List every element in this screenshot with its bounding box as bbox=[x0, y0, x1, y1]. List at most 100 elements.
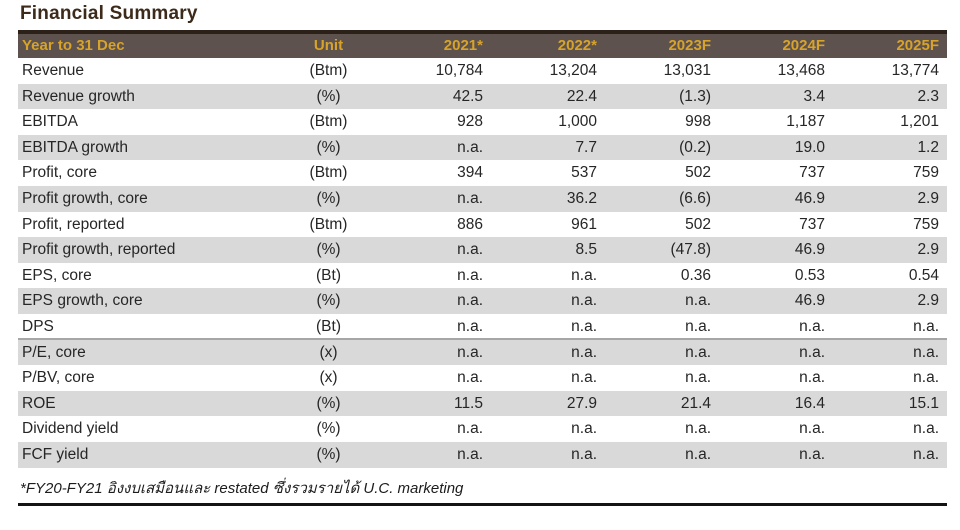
row-value: 928 bbox=[457, 113, 483, 131]
row-value: 737 bbox=[799, 164, 825, 182]
row-value: (6.6) bbox=[679, 189, 711, 207]
row-label: Profit, core bbox=[22, 164, 97, 182]
col-header-2025f: 2025F bbox=[896, 37, 939, 54]
row-value: 21.4 bbox=[680, 394, 711, 412]
row-value: 3.4 bbox=[803, 87, 825, 105]
row-value: 0.36 bbox=[680, 266, 711, 284]
table-row: EPS, core (Bt) n.a. n.a. 0.36 0.53 0.54 bbox=[18, 262, 947, 289]
row-value: n.a. bbox=[457, 266, 483, 284]
row-value: 998 bbox=[685, 113, 711, 131]
row-value: 13,468 bbox=[777, 62, 825, 79]
col-header-2022: 2022* bbox=[557, 37, 597, 54]
row-value: 2.3 bbox=[917, 87, 939, 105]
col-header-unit: Unit bbox=[313, 37, 344, 54]
row-label: Profit, reported bbox=[22, 215, 125, 233]
row-unit: (%) bbox=[316, 394, 341, 412]
row-value: 0.54 bbox=[908, 266, 939, 284]
row-unit: (%) bbox=[316, 445, 341, 463]
row-value: 42.5 bbox=[452, 87, 483, 105]
col-header-2024f: 2024F bbox=[782, 37, 825, 54]
table-row: P/BV, core (x) n.a. n.a. n.a. n.a. n.a. bbox=[18, 365, 947, 391]
row-unit: (Btm) bbox=[309, 113, 348, 131]
row-value: 759 bbox=[913, 215, 939, 233]
financial-summary-table: Year to 31 Dec Unit 2021* 2022* 2023F 20… bbox=[18, 30, 947, 506]
row-label: Dividend yield bbox=[22, 420, 119, 438]
row-value: n.a. bbox=[571, 317, 597, 335]
row-value: n.a. bbox=[913, 445, 939, 463]
table-row: EBITDA growth (%) n.a. 7.7 (0.2) 19.0 1.… bbox=[18, 134, 947, 161]
row-value: 2.9 bbox=[917, 241, 939, 259]
row-value: 1.2 bbox=[917, 138, 939, 156]
row-value: 13,204 bbox=[549, 62, 597, 79]
row-value: n.a. bbox=[457, 420, 483, 438]
row-label: Revenue growth bbox=[22, 87, 135, 105]
row-label: FCF yield bbox=[22, 445, 89, 463]
row-value: n.a. bbox=[685, 292, 711, 310]
col-header-2021: 2021* bbox=[443, 37, 483, 54]
row-value: n.a. bbox=[571, 369, 597, 387]
row-value: 13,774 bbox=[891, 62, 939, 79]
row-value: 27.9 bbox=[566, 394, 597, 412]
row-label: Revenue bbox=[22, 62, 85, 79]
row-value: n.a. bbox=[799, 445, 825, 463]
table-body: Revenue (Btm) 10,784 13,204 13,031 13,46… bbox=[18, 58, 947, 468]
row-value: (47.8) bbox=[670, 241, 712, 259]
row-value: 16.4 bbox=[794, 394, 825, 412]
row-label: EPS, core bbox=[22, 266, 92, 284]
row-label: EBITDA bbox=[22, 113, 78, 131]
row-label: Profit growth, reported bbox=[22, 241, 176, 259]
table-row: Profit, core (Btm) 394 537 502 737 759 bbox=[18, 160, 947, 186]
row-value: n.a. bbox=[799, 420, 825, 438]
row-value: n.a. bbox=[685, 420, 711, 438]
row-unit: (Bt) bbox=[316, 317, 341, 335]
row-value: 0.53 bbox=[794, 266, 825, 284]
row-value: n.a. bbox=[799, 343, 825, 361]
row-value: 1,000 bbox=[558, 113, 597, 131]
row-unit: (%) bbox=[316, 420, 341, 438]
row-value: n.a. bbox=[457, 317, 483, 335]
row-value: n.a. bbox=[913, 420, 939, 438]
row-unit: (%) bbox=[316, 189, 341, 207]
row-value: 46.9 bbox=[794, 241, 825, 259]
row-value: 737 bbox=[799, 215, 825, 233]
row-value: n.a. bbox=[457, 445, 483, 463]
row-value: n.a. bbox=[571, 420, 597, 438]
table-row: Profit growth, reported (%) n.a. 8.5 (47… bbox=[18, 237, 947, 263]
row-value: 46.9 bbox=[794, 292, 825, 310]
row-value: n.a. bbox=[457, 189, 483, 207]
table-row: FCF yield (%) n.a. n.a. n.a. n.a. n.a. bbox=[18, 441, 947, 468]
table-row: ROE (%) 11.5 27.9 21.4 16.4 15.1 bbox=[18, 390, 947, 417]
row-value: n.a. bbox=[571, 292, 597, 310]
row-value: 537 bbox=[571, 164, 597, 182]
row-unit: (Btm) bbox=[309, 215, 348, 233]
row-value: 11.5 bbox=[453, 394, 483, 412]
row-value: n.a. bbox=[457, 369, 483, 387]
row-unit: (Btm) bbox=[309, 164, 348, 182]
row-unit: (x) bbox=[319, 369, 338, 387]
row-value: 13,031 bbox=[663, 62, 711, 79]
table-row: Revenue growth (%) 42.5 22.4 (1.3) 3.4 2… bbox=[18, 83, 947, 110]
row-value: n.a. bbox=[685, 445, 711, 463]
row-value: n.a. bbox=[571, 266, 597, 284]
table-row: DPS (Bt) n.a. n.a. n.a. n.a. n.a. bbox=[18, 313, 947, 340]
row-label: ROE bbox=[22, 394, 56, 412]
row-unit: (%) bbox=[316, 87, 341, 105]
table-row: P/E, core (x) n.a. n.a. n.a. n.a. n.a. bbox=[18, 339, 947, 366]
row-unit: (Bt) bbox=[316, 266, 341, 284]
row-label: P/E, core bbox=[22, 343, 86, 361]
row-value: n.a. bbox=[913, 317, 939, 335]
row-value: n.a. bbox=[571, 445, 597, 463]
row-value: 502 bbox=[685, 164, 711, 182]
row-unit: (%) bbox=[316, 138, 341, 156]
row-unit: (%) bbox=[316, 292, 341, 310]
col-header-year-to-31-dec: Year to 31 Dec bbox=[22, 37, 125, 54]
row-label: DPS bbox=[22, 317, 54, 335]
row-value: 8.5 bbox=[575, 241, 597, 259]
row-label: P/BV, core bbox=[22, 369, 95, 387]
col-header-2023f: 2023F bbox=[668, 37, 711, 54]
row-label: Profit growth, core bbox=[22, 189, 148, 207]
row-value: 7.7 bbox=[575, 138, 597, 156]
row-value: n.a. bbox=[685, 369, 711, 387]
row-value: 961 bbox=[571, 215, 597, 233]
